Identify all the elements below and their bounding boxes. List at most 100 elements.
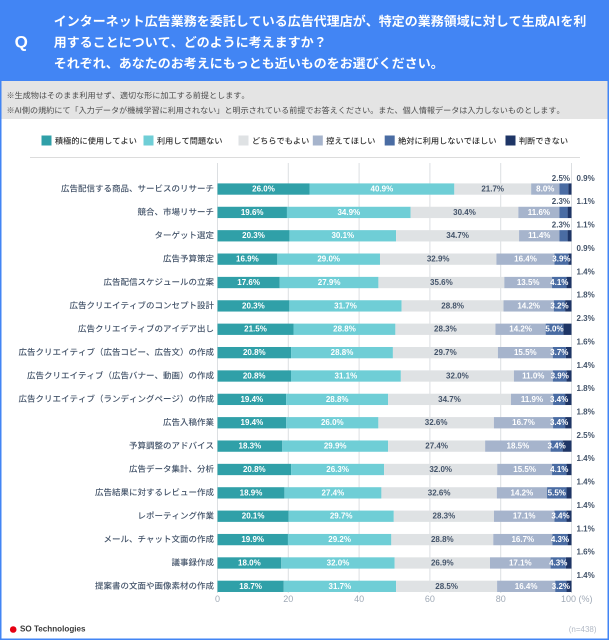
svg-text:(n=438): (n=438) [569,625,597,634]
svg-text:28.3%: 28.3% [434,325,457,334]
svg-text:20.8%: 20.8% [243,372,266,381]
svg-text:1.4%: 1.4% [577,501,595,510]
svg-text:32.9%: 32.9% [427,255,450,264]
svg-text:11.6%: 11.6% [528,208,550,217]
svg-text:29.2%: 29.2% [328,535,351,544]
svg-text:5.0%: 5.0% [545,325,563,334]
svg-text:30.4%: 30.4% [453,208,476,217]
svg-text:14.2%: 14.2% [511,488,534,497]
svg-text:28.8%: 28.8% [333,325,356,334]
svg-text:3.4%: 3.4% [550,395,568,404]
svg-text:16.4%: 16.4% [514,255,537,264]
svg-text:17.1%: 17.1% [509,558,532,567]
svg-text:1.4%: 1.4% [577,454,595,463]
svg-text:3.4%: 3.4% [551,512,569,521]
svg-text:29.0%: 29.0% [317,255,340,264]
svg-text:Q: Q [15,33,28,52]
svg-text:16.9%: 16.9% [236,255,259,264]
svg-text:19.4%: 19.4% [240,395,263,404]
svg-text:26.9%: 26.9% [431,558,454,567]
svg-text:2.3%: 2.3% [552,221,570,230]
svg-text:3.4%: 3.4% [547,442,565,451]
svg-text:1.1%: 1.1% [577,524,595,533]
svg-text:2.3%: 2.3% [552,197,570,206]
svg-text:40: 40 [354,594,364,604]
svg-text:3.4%: 3.4% [550,418,568,427]
svg-text:29.9%: 29.9% [324,442,347,451]
svg-text:100 (%): 100 (%) [561,594,593,604]
svg-text:29.7%: 29.7% [330,512,353,521]
svg-text:18.3%: 18.3% [239,442,262,451]
svg-text:0: 0 [215,594,220,604]
svg-text:60: 60 [425,594,435,604]
svg-text:34.9%: 34.9% [337,208,360,217]
svg-text:11.0%: 11.0% [522,372,544,381]
svg-text:17.1%: 17.1% [513,512,536,521]
svg-text:1.4%: 1.4% [577,267,595,276]
svg-text:32.0%: 32.0% [327,558,350,567]
svg-text:1.1%: 1.1% [577,197,595,206]
svg-text:16.7%: 16.7% [511,535,534,544]
svg-text:11.9%: 11.9% [521,395,543,404]
svg-text:0.9%: 0.9% [577,174,595,183]
svg-text:20.8%: 20.8% [243,348,266,357]
svg-text:0.9%: 0.9% [577,244,595,253]
svg-text:1.4%: 1.4% [577,478,595,487]
svg-text:32.0%: 32.0% [446,372,469,381]
svg-text:20.8%: 20.8% [243,465,266,474]
svg-text:27.4%: 27.4% [425,442,448,451]
svg-text:28.8%: 28.8% [326,395,349,404]
svg-text:31.1%: 31.1% [335,372,358,381]
svg-text:15.5%: 15.5% [513,465,536,474]
svg-text:31.7%: 31.7% [329,582,352,591]
svg-text:16.4%: 16.4% [515,582,538,591]
svg-text:29.7%: 29.7% [434,348,457,357]
svg-text:1.1%: 1.1% [577,221,595,230]
svg-text:19.9%: 19.9% [241,535,264,544]
svg-text:3.2%: 3.2% [552,582,570,591]
svg-text:19.4%: 19.4% [241,418,264,427]
svg-text:26.0%: 26.0% [252,185,275,194]
svg-text:18.5%: 18.5% [507,442,530,451]
svg-text:1.6%: 1.6% [577,337,595,346]
svg-text:11.4%: 11.4% [528,231,550,240]
svg-text:80: 80 [496,594,506,604]
svg-text:18.0%: 18.0% [238,558,261,567]
svg-text:1.4%: 1.4% [577,571,595,580]
svg-text:13.5%: 13.5% [517,278,540,287]
svg-text:5.5%: 5.5% [548,488,566,497]
svg-text:2.5%: 2.5% [552,174,570,183]
svg-text:1.4%: 1.4% [577,361,595,370]
svg-text:3.2%: 3.2% [550,301,568,310]
svg-text:19.6%: 19.6% [241,208,264,217]
svg-text:3.7%: 3.7% [550,348,568,357]
svg-text:1.8%: 1.8% [577,291,595,300]
svg-text:21.7%: 21.7% [481,185,504,194]
svg-text:18.7%: 18.7% [239,582,262,591]
svg-text:40.9%: 40.9% [371,185,394,194]
svg-text:14.2%: 14.2% [509,325,532,334]
svg-text:35.6%: 35.6% [430,278,453,287]
svg-text:8.0%: 8.0% [536,185,554,194]
svg-text:4.3%: 4.3% [551,535,569,544]
svg-text:14.2%: 14.2% [517,301,540,310]
svg-text:28.8%: 28.8% [441,301,464,310]
svg-text:27.9%: 27.9% [318,278,341,287]
svg-text:27.4%: 27.4% [322,488,345,497]
svg-text:SO Technologies: SO Technologies [20,625,86,634]
svg-text:1.8%: 1.8% [577,384,595,393]
svg-text:28.5%: 28.5% [435,582,458,591]
svg-text:28.8%: 28.8% [331,348,354,357]
svg-text:18.9%: 18.9% [240,488,263,497]
svg-text:15.5%: 15.5% [514,348,537,357]
svg-text:17.6%: 17.6% [237,278,260,287]
svg-text:34.7%: 34.7% [446,231,469,240]
svg-text:34.7%: 34.7% [438,395,461,404]
svg-text:20: 20 [283,594,293,604]
svg-text:3.9%: 3.9% [552,255,570,264]
svg-text:28.8%: 28.8% [431,535,454,544]
svg-text:16.7%: 16.7% [512,418,535,427]
svg-text:20.1%: 20.1% [242,512,265,521]
svg-text:4.3%: 4.3% [549,558,567,567]
svg-text:32.6%: 32.6% [425,418,448,427]
